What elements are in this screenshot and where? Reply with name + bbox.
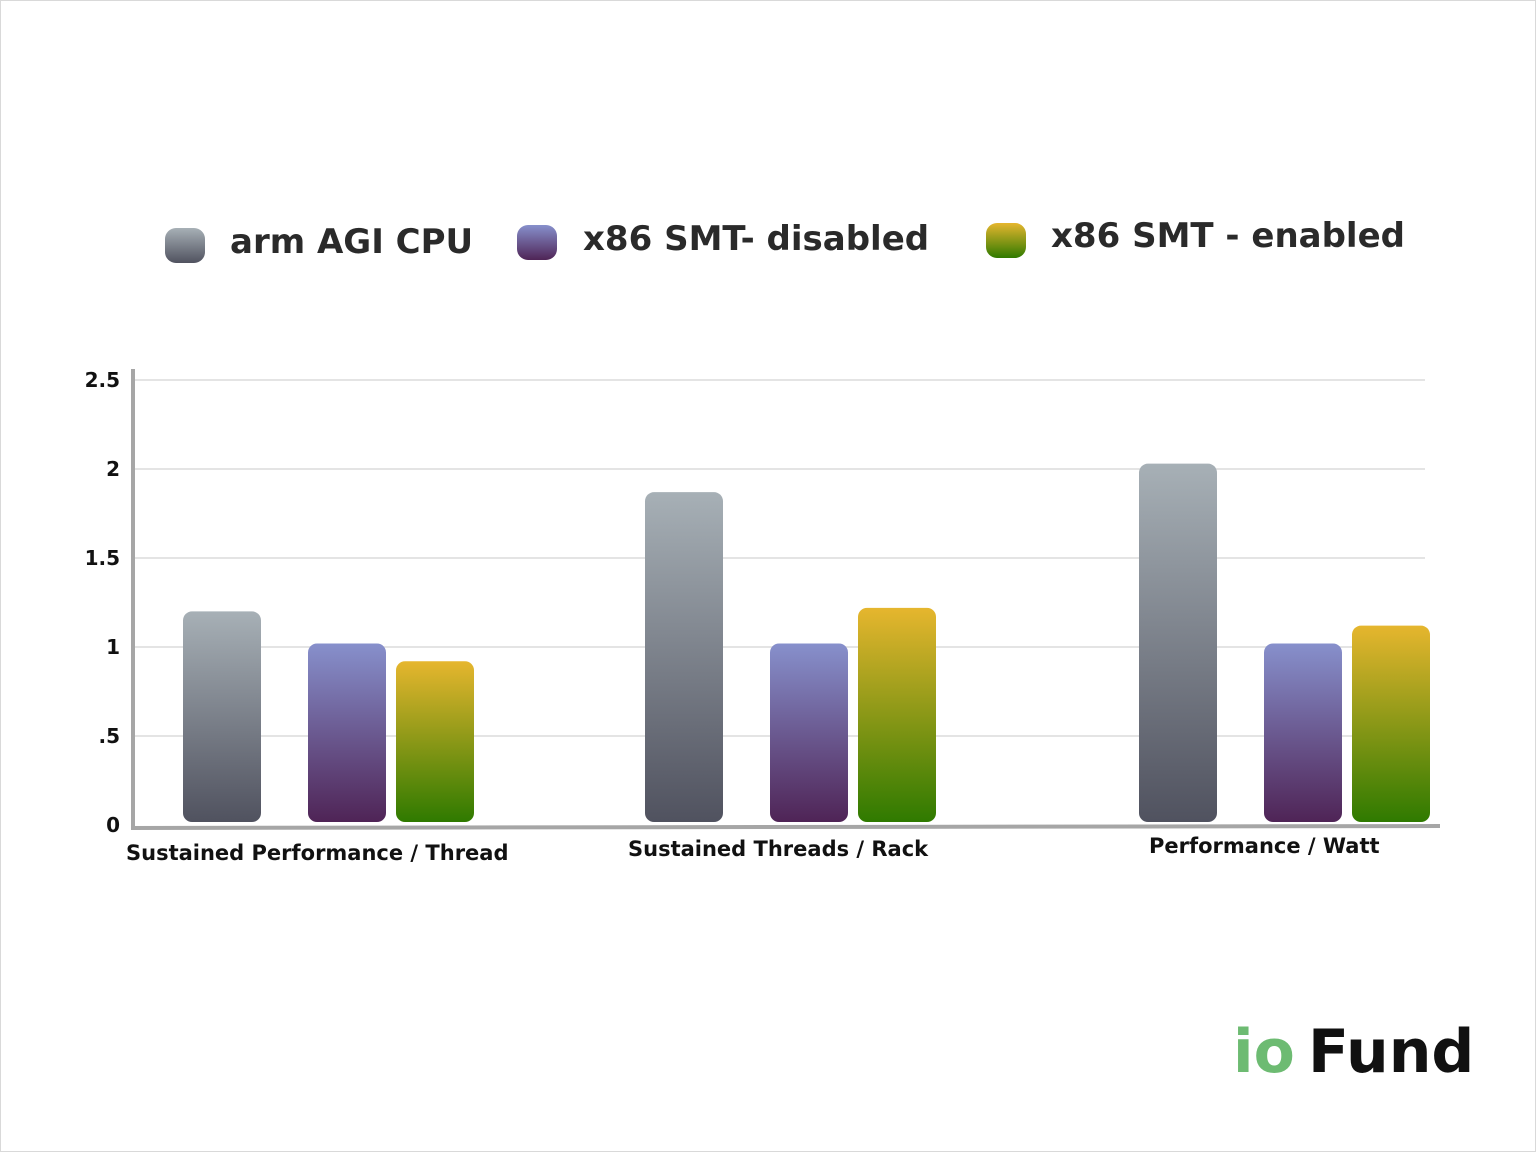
bar-0-1 (645, 492, 723, 822)
bar-0-2 (1139, 463, 1217, 822)
bar-2-0 (396, 661, 474, 822)
bar-1-0 (308, 643, 386, 822)
x-axis-line (130, 824, 1441, 830)
iofund-logo: io Fund (1233, 1017, 1474, 1087)
legend-label: x86 SMT- disabled (583, 219, 929, 259)
legend: arm AGI CPU x86 SMT- disabled x86 SMT - en… (165, 216, 1405, 263)
y-tick-label: 0 (106, 813, 120, 837)
y-tick-label: .5 (98, 724, 120, 748)
y-tick-label: 2 (106, 457, 120, 481)
category-label: Performance / Watt (1149, 834, 1380, 858)
bar-1-1 (770, 643, 848, 822)
y-tick-label: 1.5 (85, 546, 120, 570)
logo-fund-text: Fund (1308, 1017, 1474, 1087)
bar-1-2 (1264, 643, 1342, 822)
y-axis-ticks: 0 .5 1 1.5 2 2.5 (85, 368, 120, 837)
axes (130, 369, 1441, 830)
category-label: Sustained Performance / Thread (126, 841, 509, 865)
y-tick-label: 2.5 (85, 368, 120, 392)
bar-0-0 (183, 611, 261, 822)
bar-2-2 (1352, 625, 1430, 822)
bars (183, 463, 1430, 822)
y-tick-label: 1 (106, 635, 120, 659)
bar-2-1 (858, 607, 936, 822)
category-labels: Sustained Performance / Thread Sustained … (126, 834, 1380, 865)
legend-label: x86 SMT - enabled (1051, 216, 1405, 256)
legend-label: arm AGI CPU (230, 222, 473, 262)
logo-io-text: io (1233, 1017, 1295, 1087)
legend-swatch (165, 228, 205, 263)
legend-swatch (986, 223, 1026, 258)
category-label: Sustained Threads / Rack (628, 837, 929, 861)
legend-swatch (517, 225, 557, 260)
